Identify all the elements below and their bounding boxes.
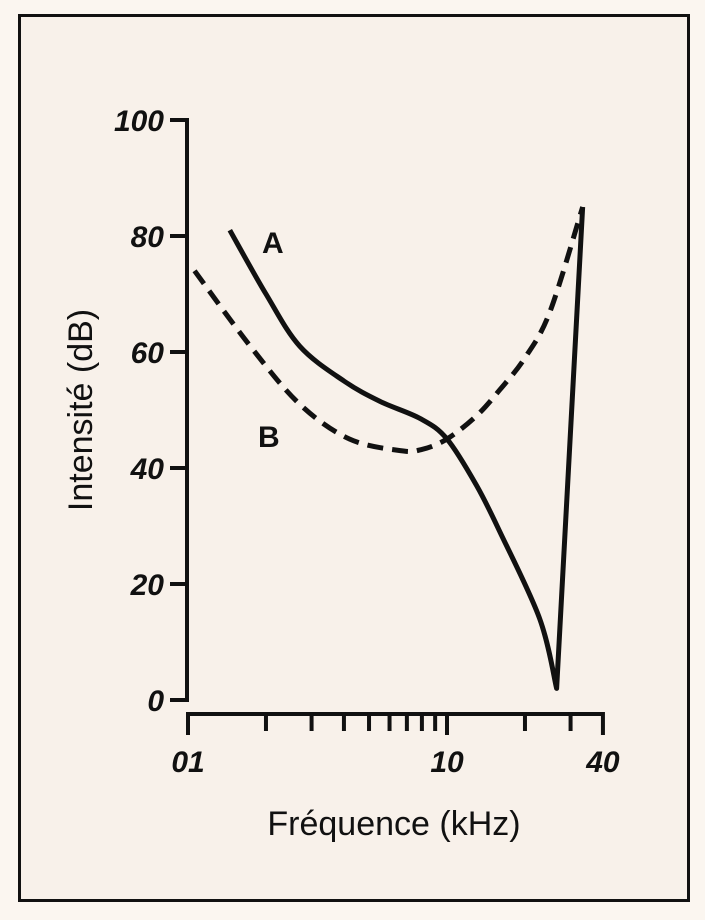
series-line-a: [227, 206, 586, 691]
y-tick-label: 100: [114, 105, 164, 138]
series-label-b: B: [258, 421, 280, 454]
x-tick-label: 01: [171, 746, 204, 779]
y-tick-label: 80: [131, 221, 165, 254]
chart-frame: [18, 14, 690, 902]
y-tick-label: 0: [147, 685, 164, 718]
x-axis-label: Fréquence (kHz): [267, 805, 520, 843]
y-tick-label: 60: [131, 337, 165, 370]
y-axis-label: Intensité (dB): [62, 309, 100, 511]
series-label-a: A: [262, 227, 284, 260]
x-tick-label: 40: [585, 746, 620, 779]
y-tick-label: 40: [130, 453, 165, 486]
x-tick-label: 10: [430, 746, 464, 779]
y-tick-label: 20: [130, 569, 165, 602]
series-line-b: [192, 206, 586, 455]
